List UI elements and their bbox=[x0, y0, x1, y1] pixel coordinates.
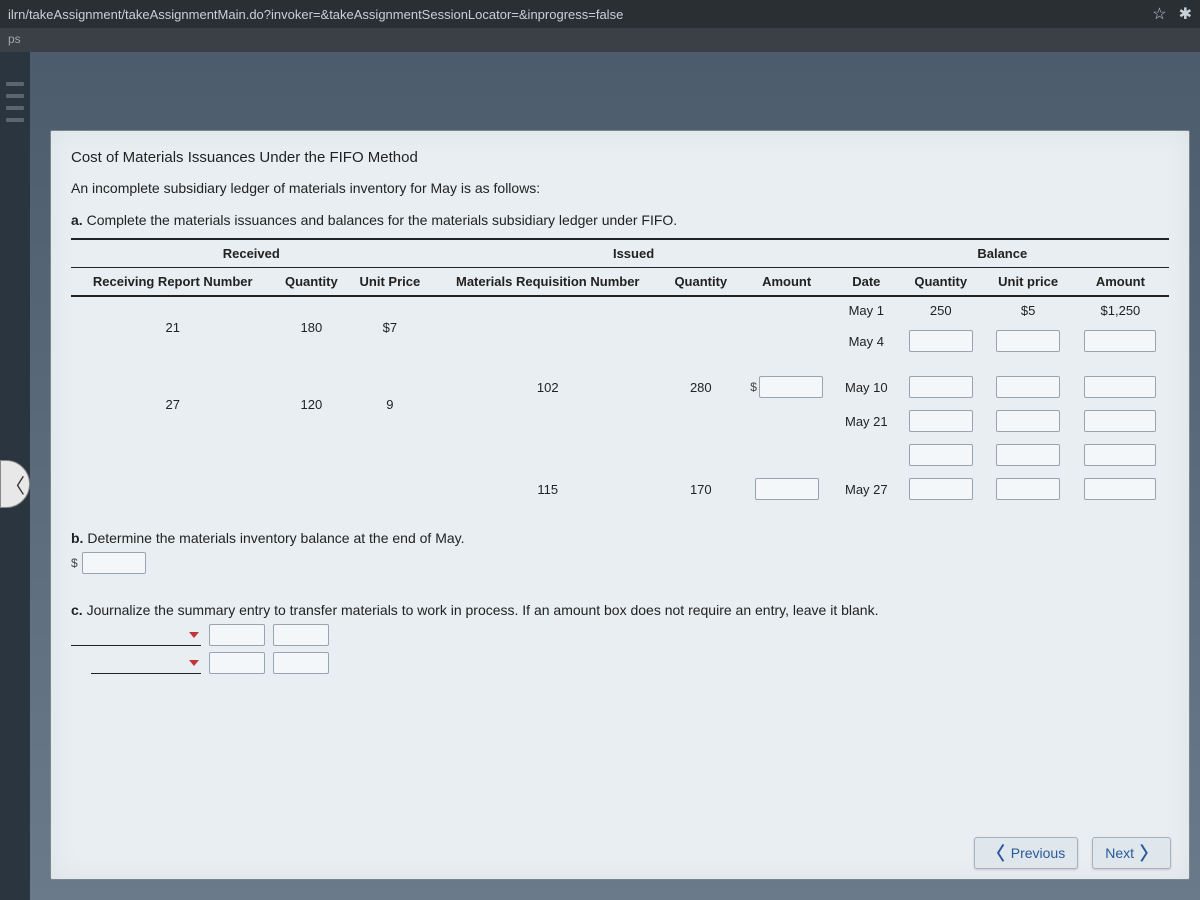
cell-date: May 10 bbox=[836, 370, 897, 404]
input-bal-amt[interactable] bbox=[1084, 376, 1156, 398]
journal-account-select[interactable] bbox=[71, 624, 201, 646]
star-icon[interactable]: ☆ bbox=[1152, 4, 1166, 24]
input-bal-price[interactable] bbox=[996, 376, 1060, 398]
cell-date: May 21 bbox=[836, 404, 897, 438]
table-row-spacer bbox=[71, 358, 1169, 370]
cell-recv-report: 21 bbox=[71, 296, 274, 358]
input-bal-price[interactable] bbox=[996, 444, 1060, 466]
assignment-panel: Cost of Materials Issuances Under the FI… bbox=[50, 130, 1190, 880]
question-b-text: Determine the materials inventory balanc… bbox=[87, 530, 464, 546]
nav-buttons: 〈 Previous Next 〉 bbox=[974, 837, 1171, 869]
input-bal-amt[interactable] bbox=[1084, 330, 1156, 352]
next-button[interactable]: Next 〉 bbox=[1092, 837, 1171, 869]
col-bal-price: Unit price bbox=[984, 268, 1071, 297]
question-a-text: Complete the materials issuances and bal… bbox=[87, 212, 678, 228]
bookmarks-bar: ps bbox=[0, 28, 1200, 52]
question-a: a. a. Complete the materials issuances a… bbox=[71, 212, 1169, 228]
chevron-right-icon: 〉 bbox=[1140, 840, 1158, 866]
input-bal-amt[interactable] bbox=[1084, 444, 1156, 466]
dollar-sign: $ bbox=[750, 380, 757, 394]
page-subtitle: An incomplete subsidiary ledger of mater… bbox=[71, 180, 1169, 196]
cell-iss-req: 115 bbox=[432, 472, 664, 506]
table-row: 27 120 9 102 280 $ May 10 bbox=[71, 370, 1169, 404]
input-bal-qty[interactable] bbox=[909, 444, 973, 466]
chevron-left-icon: 〈 bbox=[5, 470, 25, 499]
section-issued: Issued bbox=[432, 239, 836, 268]
journal-row-credit bbox=[71, 652, 1169, 674]
input-iss-amt[interactable] bbox=[755, 478, 819, 500]
input-bal-price[interactable] bbox=[996, 410, 1060, 432]
cell-bal-amt: $1,250 bbox=[1072, 296, 1169, 324]
question-c-text: Journalize the summary entry to transfer… bbox=[87, 602, 879, 618]
input-bal-amt[interactable] bbox=[1084, 410, 1156, 432]
input-iss-amt[interactable] bbox=[759, 376, 823, 398]
table-row-extra bbox=[71, 438, 1169, 472]
previous-button[interactable]: 〈 Previous bbox=[974, 837, 1078, 869]
cell-bal-price: $5 bbox=[984, 296, 1071, 324]
section-balance: Balance bbox=[836, 239, 1169, 268]
input-bal-amt[interactable] bbox=[1084, 478, 1156, 500]
dropdown-icon bbox=[189, 660, 199, 666]
cell-date: May 4 bbox=[836, 324, 897, 358]
cell-recv-qty: 120 bbox=[274, 370, 348, 438]
col-bal-amt: Amount bbox=[1072, 268, 1169, 297]
input-ending-balance[interactable] bbox=[82, 552, 146, 574]
journal-row-debit bbox=[71, 624, 1169, 646]
cell-recv-qty: 180 bbox=[274, 296, 348, 358]
input-bal-price[interactable] bbox=[996, 478, 1060, 500]
section-received: Received bbox=[71, 239, 432, 268]
input-bal-qty[interactable] bbox=[909, 330, 973, 352]
tabs-label: ps bbox=[8, 32, 21, 46]
question-b-section: b. Determine the materials inventory bal… bbox=[71, 530, 1169, 574]
table-row: 115 170 May 27 bbox=[71, 472, 1169, 506]
cell-recv-price: $7 bbox=[348, 296, 431, 358]
question-c: c. Journalize the summary entry to trans… bbox=[71, 602, 1169, 618]
dropdown-icon bbox=[189, 632, 199, 638]
col-recv-price: Unit Price bbox=[348, 268, 431, 297]
ledger-table: Received Issued Balance Receiving Report… bbox=[71, 238, 1169, 506]
cell-iss-req: 102 bbox=[432, 370, 664, 404]
url-text: ilrn/takeAssignment/takeAssignmentMain.d… bbox=[8, 7, 1152, 22]
chevron-left-icon: 〈 bbox=[987, 840, 1005, 866]
cell-date: May 1 bbox=[836, 296, 897, 324]
col-bal-qty: Quantity bbox=[897, 268, 984, 297]
page-title: Cost of Materials Issuances Under the FI… bbox=[71, 149, 1169, 166]
rail-item[interactable] bbox=[6, 118, 24, 122]
rail-item[interactable] bbox=[6, 82, 24, 86]
input-bal-qty[interactable] bbox=[909, 410, 973, 432]
input-bal-qty[interactable] bbox=[909, 376, 973, 398]
browser-url-bar: ilrn/takeAssignment/takeAssignmentMain.d… bbox=[0, 0, 1200, 28]
question-b: b. Determine the materials inventory bal… bbox=[71, 530, 1169, 546]
cell-recv-price: 9 bbox=[348, 370, 431, 438]
col-iss-req: Materials Requisition Number bbox=[432, 268, 664, 297]
input-debit[interactable] bbox=[209, 652, 265, 674]
input-credit[interactable] bbox=[273, 652, 329, 674]
question-c-section: c. Journalize the summary entry to trans… bbox=[71, 602, 1169, 674]
cell-iss-qty: 170 bbox=[664, 472, 738, 506]
input-debit[interactable] bbox=[209, 624, 265, 646]
extension-icon[interactable]: ✱ bbox=[1179, 4, 1192, 24]
previous-label: Previous bbox=[1011, 845, 1065, 861]
col-recv-qty: Quantity bbox=[274, 268, 348, 297]
input-credit[interactable] bbox=[273, 624, 329, 646]
cell-iss-qty: 280 bbox=[664, 370, 738, 404]
table-row: 21 180 $7 May 1 250 $5 $1,250 bbox=[71, 296, 1169, 324]
cell-date: May 27 bbox=[836, 472, 897, 506]
col-iss-amt: Amount bbox=[738, 268, 836, 297]
input-bal-qty[interactable] bbox=[909, 478, 973, 500]
rail-item[interactable] bbox=[6, 106, 24, 110]
dollar-sign: $ bbox=[71, 556, 78, 570]
col-bal-date: Date bbox=[836, 268, 897, 297]
cell-bal-qty: 250 bbox=[897, 296, 984, 324]
next-label: Next bbox=[1105, 845, 1134, 861]
col-iss-qty: Quantity bbox=[664, 268, 738, 297]
rail-item[interactable] bbox=[6, 94, 24, 98]
journal-account-select[interactable] bbox=[91, 652, 201, 674]
input-bal-price[interactable] bbox=[996, 330, 1060, 352]
cell-recv-report: 27 bbox=[71, 370, 274, 438]
col-recv-report: Receiving Report Number bbox=[71, 268, 274, 297]
